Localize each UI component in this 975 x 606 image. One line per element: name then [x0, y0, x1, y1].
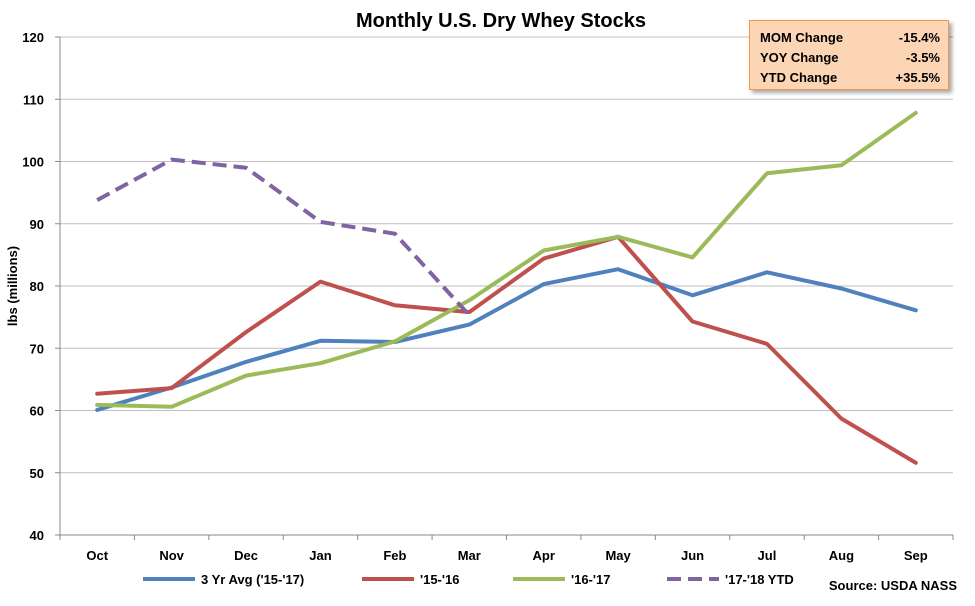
y-tick-label: 80 [30, 279, 44, 294]
legend-label-3: '17-'18 YTD [725, 572, 794, 587]
series-line-3 [96, 157, 471, 317]
series-lines [95, 110, 918, 465]
x-tick-label-feb: Feb [383, 548, 406, 563]
x-tick-label-dec: Dec [234, 548, 258, 563]
y-tick-label: 50 [30, 466, 44, 481]
axes [55, 36, 954, 540]
legend: 3 Yr Avg ('15-'17) '15-'16 '16-'17 '17-'18 … [143, 572, 794, 587]
x-axis-tick-labels: Oct Nov Dec Jan Feb Mar Apr May Jun Jul Aug Sep [86, 548, 927, 563]
mom-change-value: -15.4% [898, 30, 940, 45]
y-axis-title: lbs (millions) [5, 246, 20, 326]
x-tick-label-sep: Sep [904, 548, 928, 563]
x-tick-label-aug: Aug [829, 548, 854, 563]
legend-label-1: '15-'16 [420, 572, 459, 587]
change-summary-box: MOM Change -15.4% YOY Change -3.5% YTD C… [749, 20, 949, 90]
x-tick-label-oct: Oct [86, 548, 108, 563]
yoy-change-label: YOY Change [760, 50, 839, 65]
ytd-change-row: YTD Change +35.5% [760, 68, 940, 88]
mom-change-row: MOM Change -15.4% [760, 28, 940, 48]
y-tick-label: 120 [22, 30, 44, 45]
y-tick-label: 90 [30, 217, 44, 232]
mom-change-label: MOM Change [760, 30, 844, 45]
x-tick-label-mar: Mar [458, 548, 481, 563]
legend-label-2: '16-'17 [571, 572, 610, 587]
yoy-change-value: -3.5% [906, 50, 940, 65]
x-tick-label-apr: Apr [533, 548, 555, 563]
y-tick-label: 100 [22, 155, 44, 170]
x-tick-label-jun: Jun [681, 548, 704, 563]
gridlines [60, 36, 953, 474]
x-tick-label-jul: Jul [758, 548, 777, 563]
source-note: Source: USDA NASS [829, 578, 957, 593]
y-tick-label: 60 [30, 404, 44, 419]
y-tick-label: 110 [23, 92, 44, 107]
x-tick-label-jan: Jan [309, 548, 331, 563]
series-line-1 [95, 234, 918, 465]
x-tick-label-nov: Nov [159, 548, 184, 563]
ytd-change-value: +35.5% [895, 70, 940, 85]
ytd-change-label: YTD Change [760, 70, 838, 85]
series-line-2 [95, 110, 918, 409]
legend-label-0: 3 Yr Avg ('15-'17) [201, 572, 304, 587]
series-line-0 [95, 267, 918, 412]
x-tick-label-may: May [605, 548, 631, 563]
yoy-change-row: YOY Change -3.5% [760, 48, 940, 68]
y-tick-label: 40 [30, 528, 44, 543]
chart-title: Monthly U.S. Dry Whey Stocks [356, 10, 646, 32]
y-tick-label: 70 [30, 341, 44, 356]
y-axis-tick-labels: 40 50 60 70 80 90 100 110 120 [22, 30, 44, 543]
